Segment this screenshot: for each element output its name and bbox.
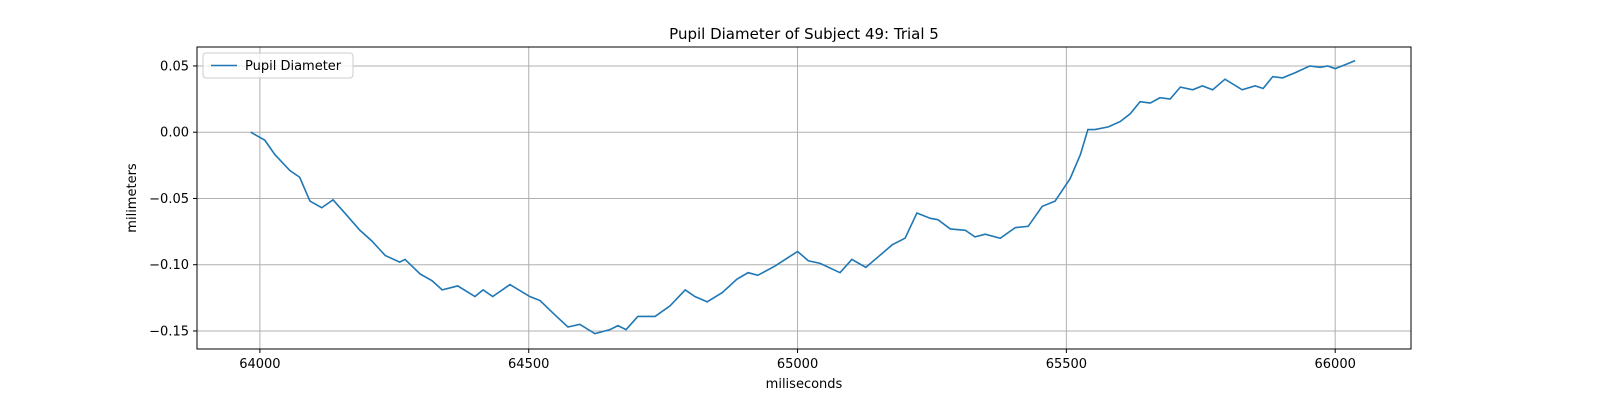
data-line <box>250 59 1356 335</box>
x-axis-label: miliseconds <box>766 377 843 392</box>
x-tick-label: 65500 <box>1046 357 1087 372</box>
y-tick-label: −0.15 <box>149 324 189 339</box>
y-tick-label: −0.05 <box>149 192 189 207</box>
x-tick-label: 64500 <box>508 357 549 372</box>
x-tick-label: 66000 <box>1315 357 1356 372</box>
legend-label: Pupil Diameter <box>245 59 342 74</box>
y-axis-label: milimeters <box>125 163 140 233</box>
x-tick-label: 65000 <box>777 357 818 372</box>
y-tick-label: 0.05 <box>160 59 189 74</box>
legend-box <box>202 52 354 79</box>
x-tick-label: 64000 <box>239 357 280 372</box>
y-tick-label: −0.10 <box>149 258 189 273</box>
plot-frame <box>196 46 1412 350</box>
y-tick-label: 0.00 <box>160 126 189 141</box>
chart-title: Pupil Diameter of Subject 49: Trial 5 <box>669 25 939 43</box>
